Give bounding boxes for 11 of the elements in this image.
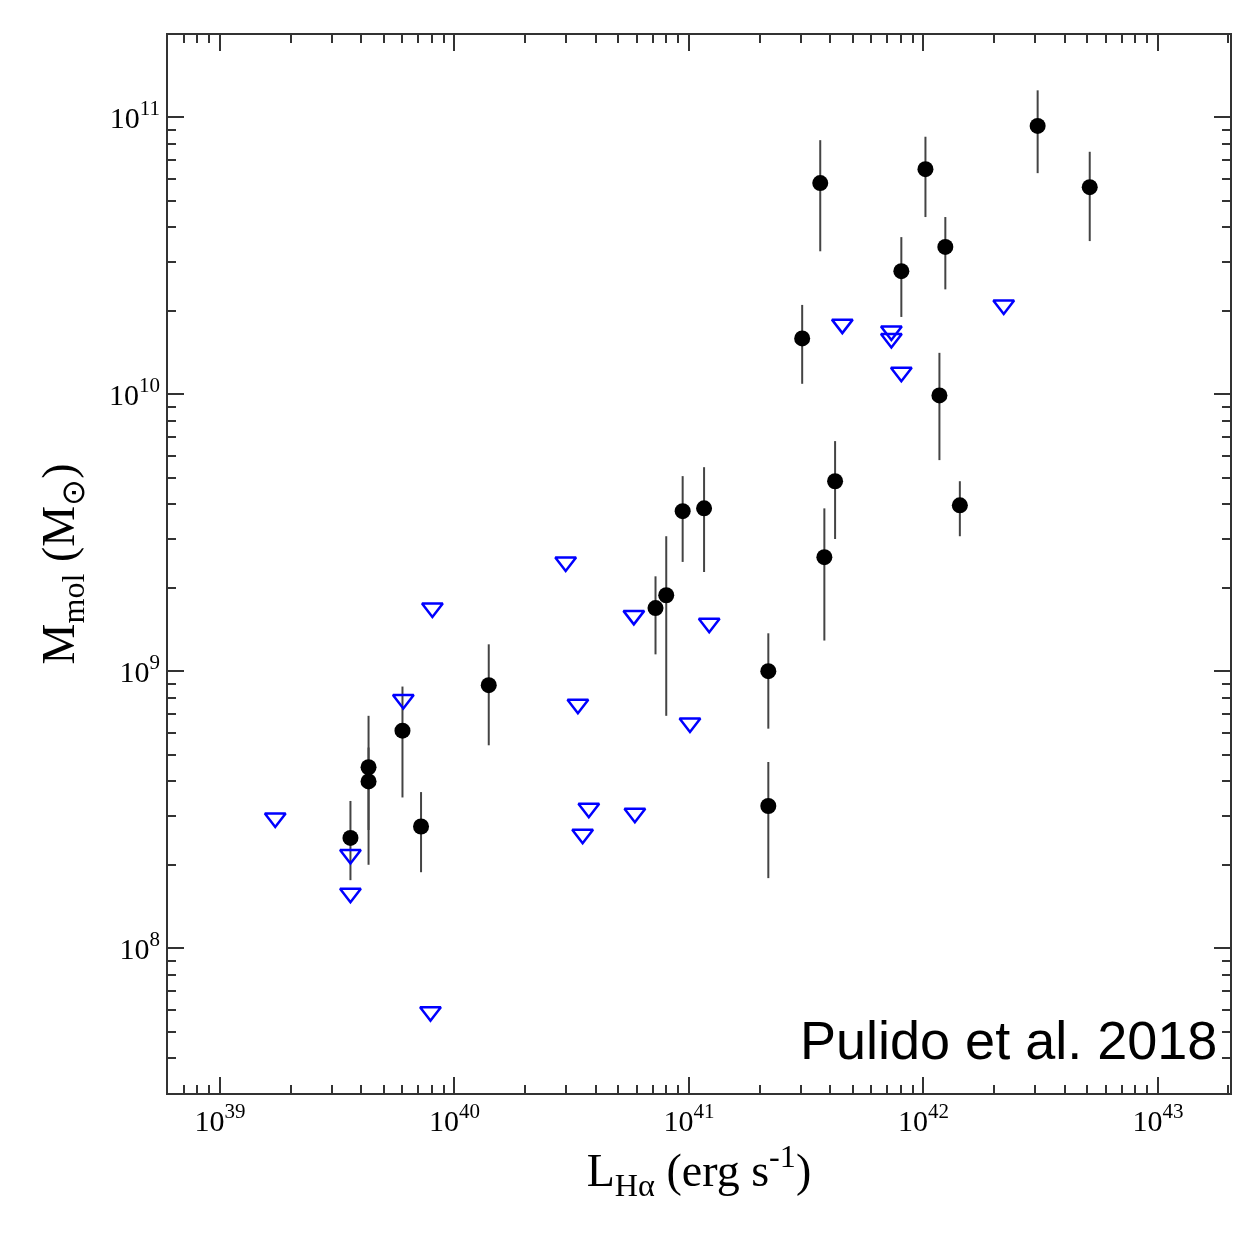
x-axis-title: L$_{Hα}$ (erg s$^{-1}$) xyxy=(586,1137,812,1203)
y-tick-label: 10$^{9}$ xyxy=(119,650,160,688)
x-tick-label: 10$^{43}$ xyxy=(1132,1099,1184,1137)
x-tick-label: 10$^{40}$ xyxy=(428,1099,480,1137)
x-tick-label: 10$^{41}$ xyxy=(663,1099,715,1137)
y-tick-label: 10$^{10}$ xyxy=(109,373,160,411)
y-tick-label: 10$^{11}$ xyxy=(109,96,160,134)
x-tick-label: 10$^{39}$ xyxy=(194,1099,246,1137)
x-tick-label: 10$^{42}$ xyxy=(897,1099,949,1137)
annotation: Pulido et al. 2018 xyxy=(800,1010,1218,1070)
y-tick-label: 10$^{8}$ xyxy=(119,927,160,965)
